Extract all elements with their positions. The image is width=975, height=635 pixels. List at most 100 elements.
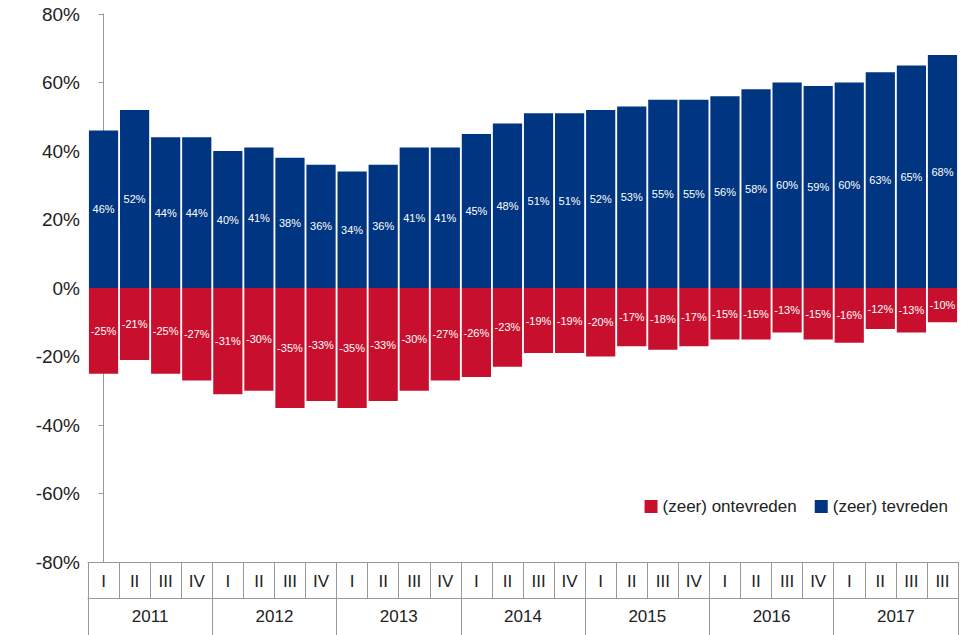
svg-text:-13%: -13% — [774, 304, 800, 316]
svg-text:51%: 51% — [528, 195, 550, 207]
svg-text:III: III — [159, 572, 173, 591]
svg-text:55%: 55% — [683, 188, 705, 200]
svg-text:40%: 40% — [42, 141, 80, 162]
svg-text:44%: 44% — [155, 207, 177, 219]
svg-text:IV: IV — [810, 572, 827, 591]
svg-text:IV: IV — [686, 572, 703, 591]
svg-text:36%: 36% — [372, 220, 394, 232]
svg-text:IV: IV — [189, 572, 206, 591]
svg-text:-25%: -25% — [91, 325, 117, 337]
svg-text:II: II — [378, 572, 387, 591]
svg-text:I: I — [101, 572, 106, 591]
svg-text:-31%: -31% — [215, 335, 241, 347]
svg-text:-20%: -20% — [588, 316, 614, 328]
svg-text:2014: 2014 — [504, 607, 542, 626]
svg-text:68%: 68% — [931, 166, 953, 178]
svg-text:38%: 38% — [279, 217, 301, 229]
svg-text:III: III — [780, 572, 794, 591]
svg-text:III: III — [656, 572, 670, 591]
svg-text:60%: 60% — [776, 179, 798, 191]
svg-text:III: III — [283, 572, 297, 591]
svg-text:46%: 46% — [93, 203, 115, 215]
svg-text:II: II — [627, 572, 636, 591]
svg-text:IV: IV — [562, 572, 579, 591]
svg-text:53%: 53% — [621, 191, 643, 203]
svg-text:I: I — [474, 572, 479, 591]
svg-text:(zeer) ontevreden: (zeer) ontevreden — [663, 497, 797, 516]
svg-text:-80%: -80% — [36, 552, 80, 573]
svg-text:-17%: -17% — [681, 311, 707, 323]
svg-text:-19%: -19% — [526, 315, 552, 327]
svg-text:44%: 44% — [186, 207, 208, 219]
svg-text:-35%: -35% — [339, 342, 365, 354]
svg-text:III: III — [935, 572, 949, 591]
svg-text:IV: IV — [437, 572, 454, 591]
svg-text:I: I — [598, 572, 603, 591]
svg-text:40%: 40% — [217, 214, 239, 226]
svg-text:55%: 55% — [652, 188, 674, 200]
svg-text:III: III — [407, 572, 421, 591]
svg-text:60%: 60% — [838, 179, 860, 191]
svg-text:II: II — [876, 572, 885, 591]
svg-text:48%: 48% — [496, 200, 518, 212]
svg-text:II: II — [751, 572, 760, 591]
svg-text:-20%: -20% — [36, 346, 80, 367]
svg-text:-60%: -60% — [36, 483, 80, 504]
svg-text:56%: 56% — [714, 186, 736, 198]
svg-text:II: II — [254, 572, 263, 591]
svg-text:2017: 2017 — [877, 607, 915, 626]
svg-text:I: I — [847, 572, 852, 591]
svg-text:41%: 41% — [248, 212, 270, 224]
svg-text:2016: 2016 — [753, 607, 791, 626]
svg-text:-33%: -33% — [308, 339, 334, 351]
svg-text:-18%: -18% — [650, 313, 676, 325]
svg-text:-19%: -19% — [557, 315, 583, 327]
svg-text:51%: 51% — [559, 195, 581, 207]
svg-text:-15%: -15% — [805, 308, 831, 320]
svg-text:-10%: -10% — [930, 299, 956, 311]
svg-text:-15%: -15% — [743, 308, 769, 320]
svg-text:-40%: -40% — [36, 415, 80, 436]
svg-text:52%: 52% — [590, 193, 612, 205]
svg-text:-26%: -26% — [464, 327, 490, 339]
svg-text:2013: 2013 — [380, 607, 418, 626]
svg-text:(zeer) tevreden: (zeer) tevreden — [833, 497, 948, 516]
svg-text:-23%: -23% — [495, 321, 521, 333]
svg-text:2012: 2012 — [256, 607, 294, 626]
svg-text:52%: 52% — [124, 193, 146, 205]
svg-text:-30%: -30% — [401, 333, 427, 345]
svg-text:-25%: -25% — [153, 325, 179, 337]
svg-text:63%: 63% — [869, 174, 891, 186]
svg-text:45%: 45% — [465, 205, 487, 217]
svg-text:III: III — [531, 572, 545, 591]
svg-text:-35%: -35% — [277, 342, 303, 354]
svg-text:III: III — [904, 572, 918, 591]
svg-text:20%: 20% — [42, 209, 80, 230]
svg-text:-12%: -12% — [867, 303, 893, 315]
svg-text:II: II — [503, 572, 512, 591]
svg-text:36%: 36% — [310, 220, 332, 232]
svg-text:-17%: -17% — [619, 311, 645, 323]
svg-text:0%: 0% — [53, 278, 81, 299]
svg-text:58%: 58% — [745, 183, 767, 195]
svg-text:I: I — [225, 572, 230, 591]
svg-text:-15%: -15% — [712, 308, 738, 320]
svg-text:34%: 34% — [341, 224, 363, 236]
svg-text:2011: 2011 — [132, 607, 169, 626]
svg-text:-33%: -33% — [370, 339, 396, 351]
svg-text:-21%: -21% — [122, 318, 148, 330]
svg-text:65%: 65% — [900, 171, 922, 183]
svg-text:-27%: -27% — [432, 328, 458, 340]
svg-text:41%: 41% — [403, 212, 425, 224]
svg-text:-30%: -30% — [246, 333, 272, 345]
svg-text:-16%: -16% — [836, 309, 862, 321]
svg-text:59%: 59% — [807, 181, 829, 193]
svg-text:I: I — [350, 572, 355, 591]
svg-text:-13%: -13% — [899, 304, 925, 316]
svg-text:IV: IV — [313, 572, 330, 591]
svg-text:I: I — [723, 572, 728, 591]
svg-text:60%: 60% — [42, 72, 80, 93]
svg-text:II: II — [130, 572, 139, 591]
svg-text:2015: 2015 — [628, 607, 666, 626]
svg-text:41%: 41% — [434, 212, 456, 224]
